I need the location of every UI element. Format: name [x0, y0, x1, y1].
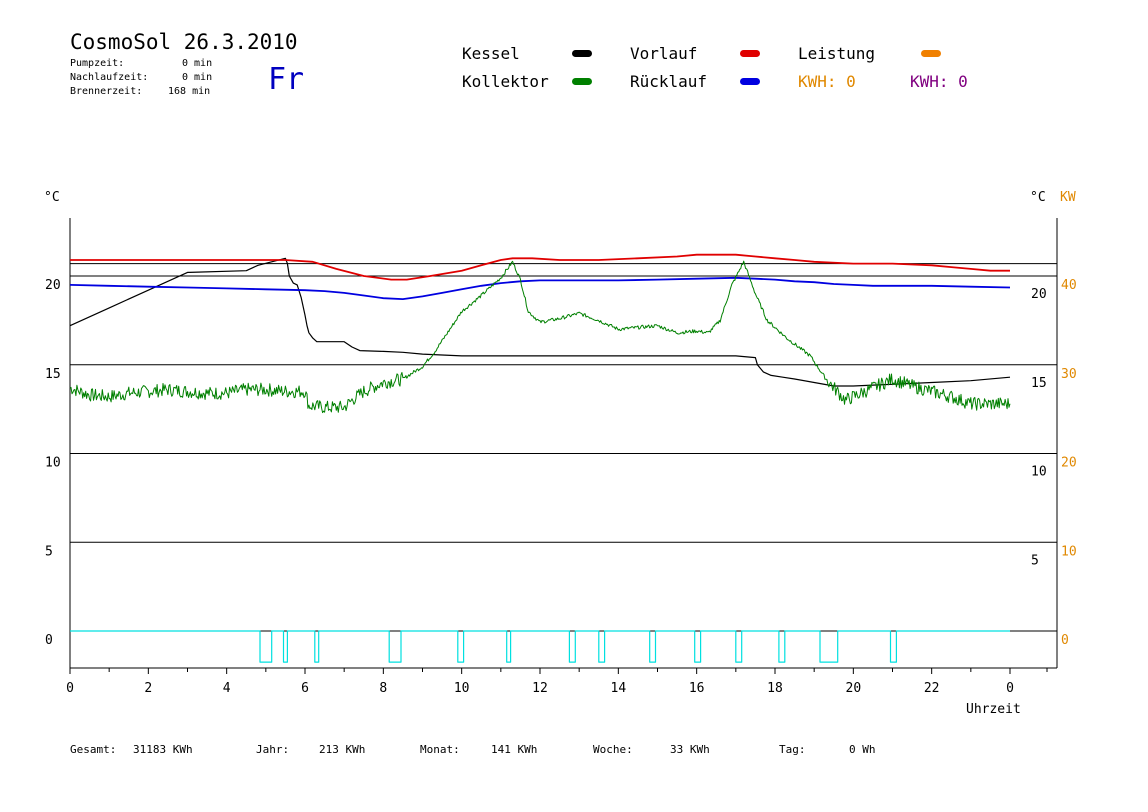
stat-nachlaufzeit-label: Nachlaufzeit: — [70, 72, 149, 83]
x-axis-label: Uhrzeit — [966, 702, 1021, 717]
y-tick-label-left-2: 10 — [45, 456, 61, 471]
total-jahr-label: Jahr: — [256, 743, 290, 756]
y-tick-label-right-c-1: 10 — [1031, 465, 1047, 480]
stat-pumpzeit-value: 0 min — [182, 58, 213, 69]
total-gesamt-value: 31183 KWh — [133, 743, 193, 756]
y-tick-label-right-kw-1: 10 — [1061, 544, 1077, 559]
x-tick-label-9: 18 — [767, 681, 783, 696]
kwh-right-readout: KWH: 0 — [910, 72, 968, 91]
x-tick-label-3: 6 — [301, 681, 309, 696]
legend-kollektor-swatch — [572, 78, 592, 85]
x-tick-label-2: 4 — [223, 681, 231, 696]
total-tag-value: 0 Wh — [849, 743, 876, 756]
y-tick-label-left-3: 15 — [45, 367, 61, 382]
weekday-label: Fr — [268, 62, 305, 97]
x-tick-label-8: 16 — [689, 681, 705, 696]
right-axis-unit-celsius: °C — [1030, 190, 1046, 205]
series-line-leistung — [70, 630, 1010, 663]
right-axis-unit-kw: KW — [1060, 190, 1076, 205]
y-tick-label-right-c-3: 20 — [1031, 287, 1047, 302]
total-gesamt-label: Gesamt: — [70, 743, 117, 756]
total-monat-value: 141 KWh — [491, 743, 538, 756]
total-woche-label: Woche: — [593, 743, 633, 756]
legend-kollektor-label: Kollektor — [462, 72, 549, 91]
legend-leistung-swatch — [921, 50, 941, 57]
kwh-left-readout: KWH: 0 — [798, 72, 856, 91]
total-jahr-value: 213 KWh — [319, 743, 366, 756]
x-tick-label-12: 0 — [1006, 681, 1014, 696]
legend-ruecklauf-swatch — [740, 78, 760, 85]
legend-vorlauf-swatch — [740, 50, 760, 57]
grid-layer — [70, 263, 1057, 632]
series-line-vorlauf — [70, 253, 1010, 281]
y-tick-label-right-kw-0: 0 — [1061, 633, 1069, 648]
y-tick-label-right-kw-2: 20 — [1061, 456, 1077, 471]
total-tag-label: Tag: — [779, 743, 806, 756]
stat-brennerzeit-label: Brennerzeit: — [70, 86, 143, 97]
x-tick-label-5: 10 — [454, 681, 470, 696]
y-tick-label-right-kw-4: 40 — [1061, 278, 1077, 293]
series-layer — [69, 253, 1011, 663]
y-tick-label-right-c-2: 15 — [1031, 376, 1047, 391]
y-tick-label-left-1: 5 — [45, 544, 53, 559]
total-monat-label: Monat: — [420, 743, 460, 756]
y-tick-label-left-0: 0 — [45, 633, 53, 648]
legend-vorlauf-label: Vorlauf — [630, 44, 698, 63]
x-tick-label-1: 2 — [144, 681, 152, 696]
series-line-kollektor — [69, 260, 1011, 414]
y-tick-label-left-4: 20 — [45, 278, 61, 293]
total-woche-value: 33 KWh — [670, 743, 710, 756]
legend-ruecklauf-label: Rücklauf — [630, 72, 708, 91]
chart-title: CosmoSol 26.3.2010 — [70, 30, 298, 54]
legend-leistung-label: Leistung — [798, 44, 876, 63]
y-tick-label-right-kw-3: 30 — [1061, 367, 1077, 382]
stat-brennerzeit-value: 168 min — [168, 86, 211, 97]
legend-kessel-label: Kessel — [462, 44, 520, 63]
left-axis-unit: °C — [44, 190, 60, 205]
x-tick-label-10: 20 — [846, 681, 862, 696]
stat-pumpzeit-label: Pumpzeit: — [70, 58, 125, 69]
axis-layer — [69, 218, 1058, 674]
stat-nachlaufzeit-value: 0 min — [182, 72, 213, 83]
x-tick-label-0: 0 — [66, 681, 74, 696]
legend-kessel-swatch — [572, 50, 592, 57]
y-tick-label-right-c-0: 5 — [1031, 553, 1039, 568]
tick-layer: 0 2 4 6 8 10 12 14 16 18 20 22 0 0 5 10 15 20 5 10 15 20 0 10 20… — [45, 278, 1077, 696]
x-tick-label-11: 22 — [924, 681, 940, 696]
x-tick-label-7: 14 — [611, 681, 627, 696]
x-tick-label-4: 8 — [379, 681, 387, 696]
series-line-kessel — [69, 257, 1011, 387]
series-line-ruecklauf — [69, 276, 1011, 301]
x-tick-label-6: 12 — [532, 681, 548, 696]
